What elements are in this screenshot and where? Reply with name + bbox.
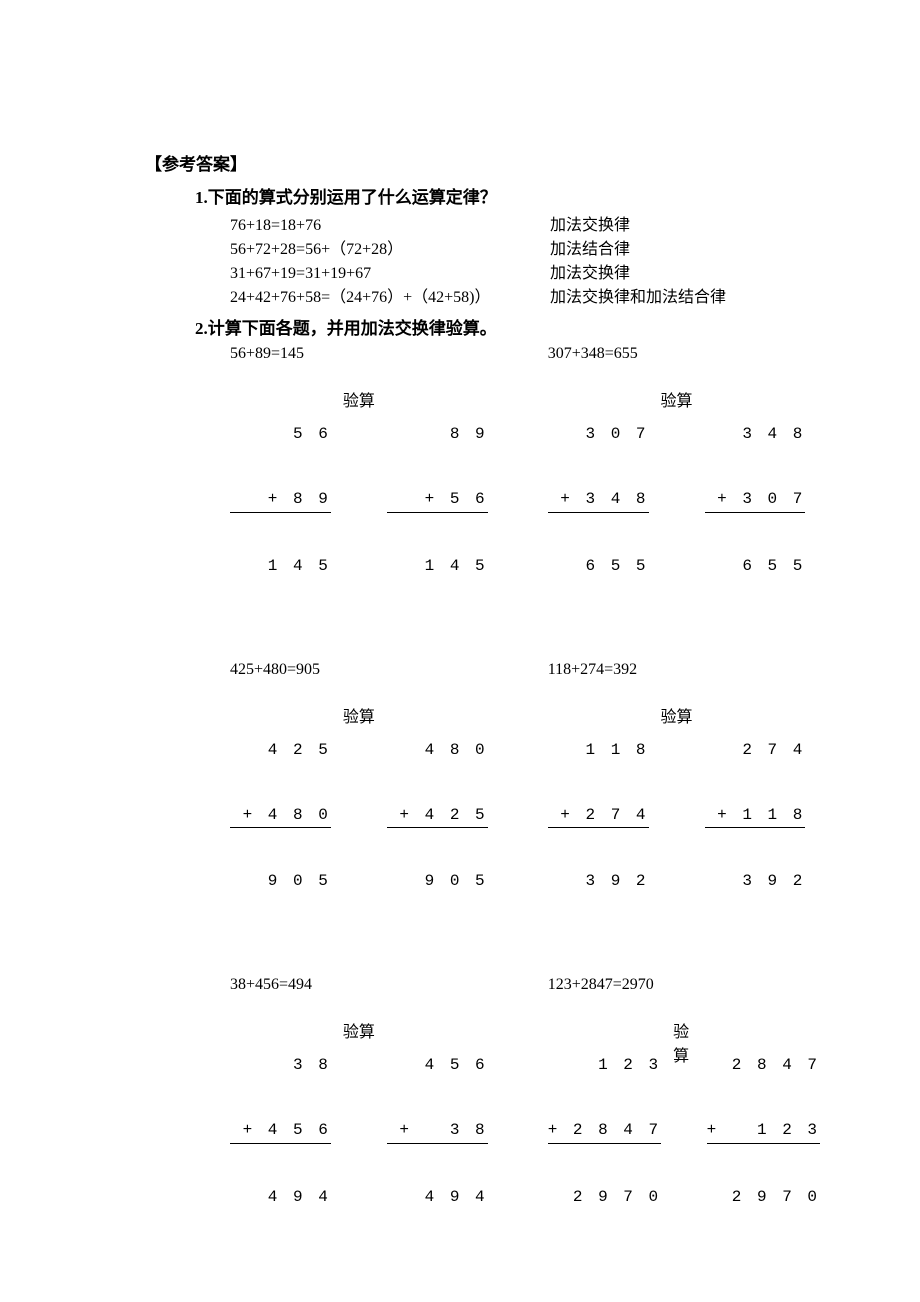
q2-problem: 307+348=655 3 0 7 + 3 4 8 6 5 5 验算 3 4 8… <box>548 345 820 621</box>
vertical-check: 8 9 + 5 6 1 4 5 <box>387 381 488 621</box>
q1-equation: 76+18=18+76 <box>230 214 550 238</box>
calc-top: 4 5 6 <box>387 1055 488 1077</box>
calc-plus: + 1 2 3 <box>707 1120 820 1144</box>
calc-plus: + 8 9 <box>230 489 331 513</box>
q2-problem-row: 38+456=494 3 8 + 4 5 6 4 9 4 验算 4 5 6 + … <box>145 976 820 1252</box>
q2-title: 2.计算下面各题，并用加法交换律验算。 <box>195 314 820 339</box>
vertical-calc: 5 6 + 8 9 1 4 5 <box>230 381 331 621</box>
q2-problem: 123+2847=2970 1 2 3 + 2 8 4 7 2 9 7 0 验算… <box>548 976 820 1252</box>
q2-problem: 38+456=494 3 8 + 4 5 6 4 9 4 验算 4 5 6 + … <box>230 976 548 1252</box>
calc-top: 2 7 4 <box>705 740 806 762</box>
check-label: 验算 <box>669 1018 698 1066</box>
q2-expression: 123+2847=2970 <box>548 976 820 994</box>
calc-sum: 1 4 5 <box>230 556 331 578</box>
calc-top: 3 4 8 <box>705 424 806 446</box>
calc-plus: + 3 0 7 <box>705 489 806 513</box>
vertical-check: 4 8 0 + 4 2 5 9 0 5 <box>387 697 488 937</box>
calc-sum: 4 9 4 <box>230 1187 331 1209</box>
q1-answer: 加法结合律 <box>550 238 630 262</box>
calc-pair: 4 2 5 + 4 8 0 9 0 5 验算 4 8 0 + 4 2 5 9 0… <box>230 697 548 937</box>
calc-plus: + 2 8 4 7 <box>548 1120 661 1144</box>
calc-top: 5 6 <box>230 424 331 446</box>
vertical-check: 3 4 8 + 3 0 7 6 5 5 <box>705 381 806 621</box>
q2-expression: 56+89=145 <box>230 345 548 363</box>
calc-plus: + 4 8 0 <box>230 805 331 829</box>
q2-problem-row: 425+480=905 4 2 5 + 4 8 0 9 0 5 验算 4 8 0… <box>145 661 820 937</box>
calc-sum: 2 9 7 0 <box>707 1187 820 1209</box>
q1-equation: 31+67+19=31+19+67 <box>230 262 550 286</box>
calc-sum: 9 0 5 <box>230 871 331 893</box>
q2-expression: 307+348=655 <box>548 345 820 363</box>
vertical-calc: 4 2 5 + 4 8 0 9 0 5 <box>230 697 331 937</box>
calc-top: 1 2 3 <box>548 1055 661 1077</box>
vertical-calc: 1 2 3 + 2 8 4 7 2 9 7 0 <box>548 1012 661 1252</box>
calc-pair: 1 2 3 + 2 8 4 7 2 9 7 0 验算 2 8 4 7 + 1 2… <box>548 1012 820 1252</box>
calc-plus: + 4 5 6 <box>230 1120 331 1144</box>
check-label: 验算 <box>657 703 697 727</box>
calc-plus: + 5 6 <box>387 489 488 513</box>
calc-plus: + 2 7 4 <box>548 805 649 829</box>
vertical-check: 2 7 4 + 1 1 8 3 9 2 <box>705 697 806 937</box>
check-label: 验算 <box>657 387 697 411</box>
q2-expression: 118+274=392 <box>548 661 820 679</box>
q1-title: 1.下面的算式分别运用了什么运算定律？ <box>195 183 820 208</box>
calc-sum: 6 5 5 <box>548 556 649 578</box>
calc-top: 3 8 <box>230 1055 331 1077</box>
calc-top: 8 9 <box>387 424 488 446</box>
calc-sum: 9 0 5 <box>387 871 488 893</box>
q2-expression: 425+480=905 <box>230 661 548 679</box>
calc-plus: + 3 8 <box>387 1120 488 1144</box>
q1-row: 24+42+76+58=（24+76）+（42+58)） 加法交换律和加法结合律 <box>230 286 820 310</box>
vertical-calc: 1 1 8 + 2 7 4 3 9 2 <box>548 697 649 937</box>
calc-sum: 3 9 2 <box>705 871 806 893</box>
calc-top: 4 2 5 <box>230 740 331 762</box>
calc-top: 3 0 7 <box>548 424 649 446</box>
q2-expression: 38+456=494 <box>230 976 548 994</box>
calc-pair: 5 6 + 8 9 1 4 5 验算 8 9 + 5 6 1 4 5 <box>230 381 548 621</box>
calc-pair: 1 1 8 + 2 7 4 3 9 2 验算 2 7 4 + 1 1 8 3 9… <box>548 697 820 937</box>
q2-problem: 56+89=145 5 6 + 8 9 1 4 5 验算 8 9 + 5 6 1… <box>230 345 548 621</box>
section-header: 【参考答案】 <box>145 150 820 175</box>
vertical-check: 2 8 4 7 + 1 2 3 2 9 7 0 <box>707 1012 820 1252</box>
check-label: 验算 <box>339 1018 379 1042</box>
q1-answer: 加法交换律 <box>550 262 630 286</box>
calc-top: 2 8 4 7 <box>707 1055 820 1077</box>
calc-pair: 3 0 7 + 3 4 8 6 5 5 验算 3 4 8 + 3 0 7 6 5… <box>548 381 820 621</box>
q2-problem: 425+480=905 4 2 5 + 4 8 0 9 0 5 验算 4 8 0… <box>230 661 548 937</box>
q2-problem-row: 56+89=145 5 6 + 8 9 1 4 5 验算 8 9 + 5 6 1… <box>145 345 820 621</box>
q1-row: 56+72+28=56+（72+28） 加法结合律 <box>230 238 820 262</box>
q1-equation: 56+72+28=56+（72+28） <box>230 238 550 262</box>
calc-plus: + 3 4 8 <box>548 489 649 513</box>
calc-sum: 6 5 5 <box>705 556 806 578</box>
q1-equation: 24+42+76+58=（24+76）+（42+58)） <box>230 286 550 310</box>
check-label: 验算 <box>339 703 379 727</box>
vertical-check: 4 5 6 + 3 8 4 9 4 <box>387 1012 488 1252</box>
q1-answer: 加法交换律 <box>550 214 630 238</box>
calc-sum: 4 9 4 <box>387 1187 488 1209</box>
vertical-calc: 3 8 + 4 5 6 4 9 4 <box>230 1012 331 1252</box>
calc-sum: 3 9 2 <box>548 871 649 893</box>
calc-plus: + 1 1 8 <box>705 805 806 829</box>
calc-sum: 2 9 7 0 <box>548 1187 661 1209</box>
calc-top: 1 1 8 <box>548 740 649 762</box>
q1-answer: 加法交换律和加法结合律 <box>550 286 726 310</box>
q2-problem: 118+274=392 1 1 8 + 2 7 4 3 9 2 验算 2 7 4… <box>548 661 820 937</box>
calc-pair: 3 8 + 4 5 6 4 9 4 验算 4 5 6 + 3 8 4 9 4 <box>230 1012 548 1252</box>
q1-row: 31+67+19=31+19+67 加法交换律 <box>230 262 820 286</box>
check-label: 验算 <box>339 387 379 411</box>
vertical-calc: 3 0 7 + 3 4 8 6 5 5 <box>548 381 649 621</box>
calc-top: 4 8 0 <box>387 740 488 762</box>
q1-row: 76+18=18+76 加法交换律 <box>230 214 820 238</box>
calc-plus: + 4 2 5 <box>387 805 488 829</box>
calc-sum: 1 4 5 <box>387 556 488 578</box>
